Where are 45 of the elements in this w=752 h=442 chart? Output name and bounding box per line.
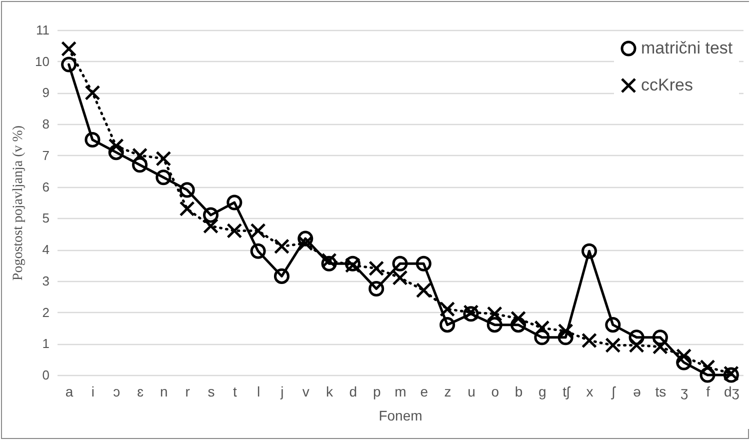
x-tick-label: s: [208, 384, 215, 400]
x-tick-label: k: [326, 384, 334, 400]
x-tick-label: ɛ: [137, 384, 144, 400]
x-tick-label: u: [468, 384, 476, 400]
x-tick-label: t: [232, 384, 237, 400]
x-tick-label: v: [302, 384, 310, 400]
x-tick-label: i: [91, 384, 95, 400]
x-tick-label: j: [280, 384, 284, 400]
x-tick-label: ʃ: [610, 384, 617, 400]
x-tick-label: b: [514, 384, 523, 400]
x-tick-label: d: [349, 384, 358, 400]
y-axis-title: Pogostost pojavljanja (v %): [11, 125, 26, 281]
y-tick-label: 2: [42, 304, 50, 320]
y-tick-label: 7: [42, 148, 50, 163]
legend-label: matrični test: [641, 38, 733, 58]
x-tick-label: ɔ: [113, 384, 120, 400]
x-tick-label: m: [394, 384, 406, 400]
x-tick-label: ʒ: [680, 384, 689, 400]
x-tick-label: r: [185, 384, 190, 400]
y-tick-label: 11: [36, 22, 50, 38]
x-tick-label: f: [706, 384, 710, 400]
y-tick-label: 1: [42, 336, 50, 352]
x-tick-label: n: [160, 384, 168, 400]
y-tick-label: 4: [42, 242, 50, 258]
legend-label: ccKres: [641, 76, 693, 94]
x-tick-label: o: [491, 384, 500, 400]
x-tick-label: e: [420, 384, 428, 400]
x-tick-label: g: [538, 384, 546, 400]
y-tick-label: 8: [42, 116, 50, 132]
y-tick-label: 0: [42, 368, 50, 382]
x-tick-label: tʃ: [562, 384, 572, 400]
x-tick-label: ə: [633, 384, 642, 400]
x-tick-label: l: [257, 384, 260, 400]
y-tick-label: 9: [42, 85, 50, 100]
y-tick-label: 10: [35, 54, 50, 69]
x-tick-label: p: [372, 384, 381, 400]
y-tick-label: 5: [42, 210, 50, 226]
y-tick-label: 3: [42, 273, 50, 288]
x-axis-title: Fonem: [378, 408, 422, 424]
y-tick-label: 6: [42, 179, 50, 194]
x-tick-label: dʒ: [724, 384, 740, 400]
x-tick-label: a: [65, 384, 74, 400]
x-tick-label: x: [586, 384, 594, 400]
x-tick-label: z: [444, 384, 452, 400]
x-tick-label: ts: [655, 384, 666, 400]
